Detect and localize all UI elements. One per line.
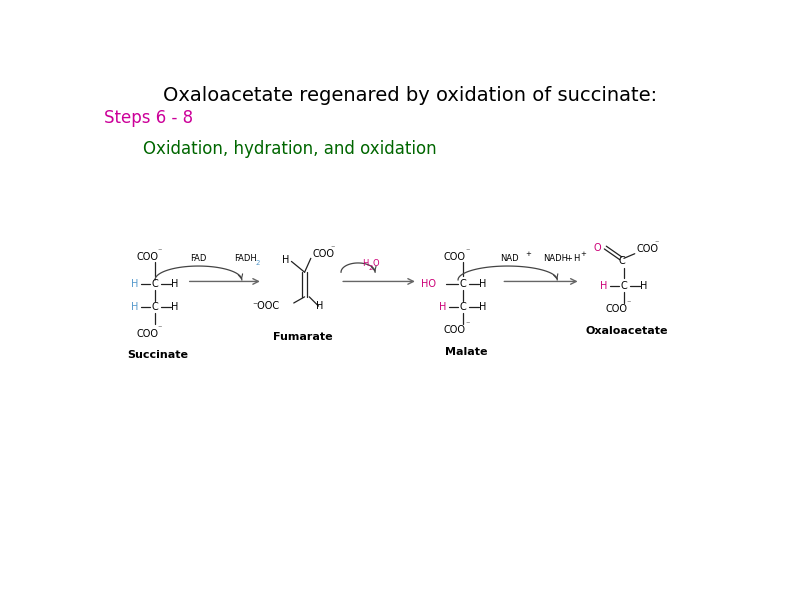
Text: ⁻: ⁻ (465, 246, 470, 255)
Text: C: C (459, 279, 466, 289)
Text: COO: COO (444, 252, 466, 262)
Text: COO: COO (312, 249, 334, 259)
Text: C: C (459, 302, 466, 312)
Text: 2: 2 (256, 260, 260, 266)
Text: HO: HO (422, 279, 436, 289)
Text: O: O (373, 259, 379, 268)
Text: FAD: FAD (190, 254, 206, 263)
Text: H: H (282, 255, 290, 265)
Text: Oxaloacetate regenared by oxidation of succinate:: Oxaloacetate regenared by oxidation of s… (163, 86, 657, 105)
Text: H: H (600, 281, 607, 291)
Text: ⁻: ⁻ (158, 323, 162, 332)
Text: H: H (131, 279, 138, 289)
Text: C: C (619, 256, 626, 266)
Text: H: H (317, 301, 324, 311)
Text: H: H (479, 302, 486, 312)
Text: COO: COO (136, 329, 158, 339)
Text: +: + (526, 251, 531, 257)
Text: Fumarate: Fumarate (274, 332, 333, 342)
Text: ⁻OOC: ⁻OOC (253, 301, 280, 311)
Text: Malate: Malate (445, 347, 487, 356)
Text: FADH: FADH (234, 254, 257, 263)
Text: NADH: NADH (543, 254, 568, 263)
Text: ⁻: ⁻ (330, 243, 334, 252)
Text: ⁻: ⁻ (654, 238, 658, 247)
Text: COO: COO (136, 252, 158, 262)
Text: O: O (594, 242, 602, 253)
Text: C: C (152, 279, 158, 289)
Text: H: H (131, 302, 138, 312)
Text: 2: 2 (368, 265, 373, 271)
Text: H: H (362, 259, 368, 268)
Text: C: C (621, 281, 627, 291)
Text: Oxaloacetate: Oxaloacetate (586, 326, 668, 336)
Text: Oxidation, hydration, and oxidation: Oxidation, hydration, and oxidation (142, 140, 436, 158)
Text: H: H (439, 302, 446, 312)
Text: H: H (171, 279, 179, 289)
Text: +: + (565, 254, 572, 263)
Text: H: H (573, 254, 579, 263)
Text: +: + (581, 251, 586, 257)
Text: COO: COO (636, 244, 658, 254)
Text: C: C (152, 302, 158, 312)
Text: NAD: NAD (500, 254, 518, 263)
Text: Steps 6 - 8: Steps 6 - 8 (104, 109, 193, 127)
Text: H: H (479, 279, 486, 289)
Text: Succinate: Succinate (128, 350, 189, 361)
Text: COO: COO (605, 304, 627, 314)
Text: ⁻: ⁻ (465, 319, 470, 328)
Text: ⁻: ⁻ (158, 246, 162, 255)
Text: COO: COO (444, 325, 466, 335)
Text: H: H (640, 281, 648, 291)
Text: H: H (171, 302, 179, 312)
Text: ⁻: ⁻ (626, 298, 630, 307)
